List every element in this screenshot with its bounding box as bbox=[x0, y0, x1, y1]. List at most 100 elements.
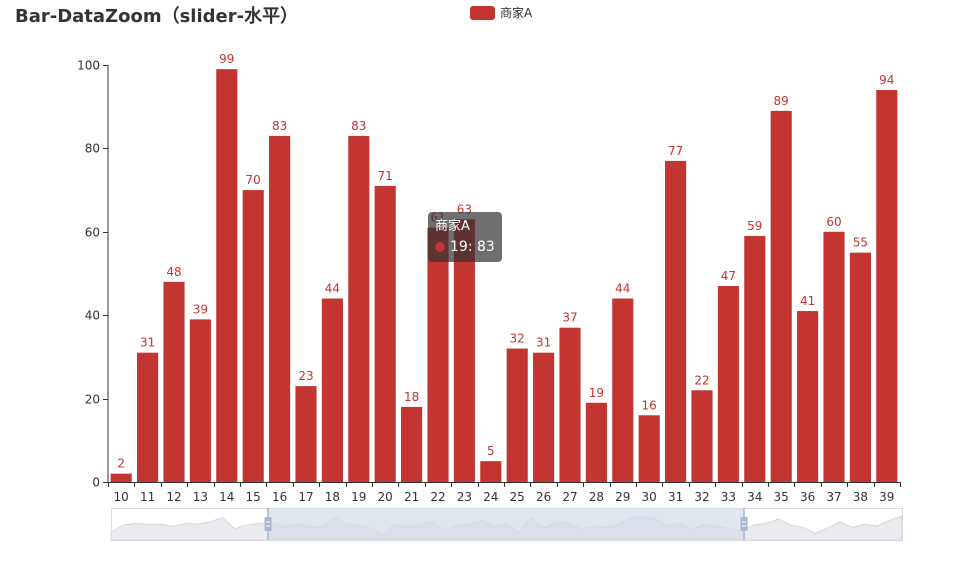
x-axis-tick-label: 21 bbox=[404, 490, 419, 504]
tooltip: 商家A 19: 83 bbox=[428, 212, 502, 262]
bar[interactable] bbox=[242, 190, 264, 482]
bar-value-label: 77 bbox=[668, 144, 683, 158]
bar[interactable] bbox=[849, 252, 871, 482]
bar-value-label: 19 bbox=[589, 386, 604, 400]
bar-value-label: 2 bbox=[117, 457, 125, 471]
bar[interactable] bbox=[110, 473, 132, 482]
bar[interactable] bbox=[612, 298, 634, 482]
y-axis-tick-label: 80 bbox=[85, 142, 100, 156]
bar[interactable] bbox=[137, 352, 159, 482]
bar[interactable] bbox=[163, 281, 185, 482]
x-axis-tick-label: 15 bbox=[246, 490, 261, 504]
bar[interactable] bbox=[823, 231, 845, 482]
bar-value-label: 39 bbox=[193, 302, 208, 316]
x-axis-tick-label: 33 bbox=[721, 490, 736, 504]
y-axis-tick-label: 40 bbox=[85, 309, 100, 323]
x-axis-tick-label: 11 bbox=[140, 490, 155, 504]
bar[interactable] bbox=[506, 348, 528, 482]
y-axis-tick-label: 20 bbox=[85, 393, 100, 407]
tooltip-value: 19: 83 bbox=[450, 239, 495, 255]
bar[interactable] bbox=[876, 90, 898, 483]
x-axis-tick-label: 19 bbox=[351, 490, 366, 504]
bar[interactable] bbox=[321, 298, 343, 482]
x-axis-tick-label: 37 bbox=[826, 490, 841, 504]
x-axis-tick-label: 34 bbox=[747, 490, 762, 504]
x-axis-tick-label: 38 bbox=[853, 490, 868, 504]
bar[interactable] bbox=[691, 390, 713, 482]
bar[interactable] bbox=[453, 219, 475, 483]
datazoom-selected-range[interactable] bbox=[268, 508, 744, 540]
bar-value-label: 23 bbox=[298, 369, 313, 383]
bar[interactable] bbox=[374, 185, 396, 482]
x-axis-tick-label: 28 bbox=[589, 490, 604, 504]
y-axis-tick-label: 60 bbox=[85, 226, 100, 240]
bar-value-label: 5 bbox=[487, 444, 495, 458]
bar[interactable] bbox=[348, 135, 370, 482]
x-axis-tick-label: 29 bbox=[615, 490, 630, 504]
bar-value-label: 60 bbox=[826, 215, 841, 229]
bar-value-label: 55 bbox=[853, 236, 868, 250]
x-axis-tick-label: 35 bbox=[774, 490, 789, 504]
bar-value-label: 44 bbox=[325, 282, 340, 296]
x-axis-tick-label: 27 bbox=[562, 490, 577, 504]
bar-value-label: 37 bbox=[562, 311, 577, 325]
bar[interactable] bbox=[427, 227, 449, 482]
x-axis-tick-label: 12 bbox=[166, 490, 181, 504]
bar[interactable] bbox=[533, 352, 555, 482]
bar[interactable] bbox=[480, 461, 502, 482]
y-axis-tick-label: 100 bbox=[77, 59, 100, 73]
x-axis-tick-label: 36 bbox=[800, 490, 815, 504]
bar-value-label: 94 bbox=[879, 73, 894, 87]
x-axis-tick-label: 16 bbox=[272, 490, 287, 504]
legend-item-series-a[interactable]: 商家A bbox=[470, 4, 532, 21]
bar[interactable] bbox=[717, 286, 739, 482]
bar-value-label: 31 bbox=[140, 336, 155, 350]
bar[interactable] bbox=[665, 160, 687, 482]
chart-title: Bar-DataZoom（slider-水平） bbox=[15, 6, 299, 27]
datazoom-right-handle[interactable] bbox=[740, 517, 748, 531]
bar-value-label: 59 bbox=[747, 219, 762, 233]
bar[interactable] bbox=[189, 319, 211, 482]
series-marker-icon bbox=[435, 242, 445, 252]
x-axis-tick-label: 13 bbox=[193, 490, 208, 504]
bar-value-label: 41 bbox=[800, 294, 815, 308]
datazoom-left-handle[interactable] bbox=[264, 517, 272, 531]
bar[interactable] bbox=[797, 311, 819, 482]
bar-value-label: 22 bbox=[694, 373, 709, 387]
bar[interactable] bbox=[770, 110, 792, 483]
bar[interactable] bbox=[216, 69, 238, 483]
x-axis-tick-label: 20 bbox=[378, 490, 393, 504]
bar[interactable] bbox=[585, 402, 607, 482]
x-axis-tick-label: 18 bbox=[325, 490, 340, 504]
bar-value-label: 32 bbox=[510, 332, 525, 346]
bar-value-label: 71 bbox=[378, 169, 393, 183]
x-axis-tick-label: 39 bbox=[879, 490, 894, 504]
bar-value-label: 83 bbox=[272, 119, 287, 133]
bar-value-label: 89 bbox=[774, 94, 789, 108]
bar-value-label: 18 bbox=[404, 390, 419, 404]
bar[interactable] bbox=[638, 415, 660, 482]
bar[interactable] bbox=[744, 235, 766, 482]
bar-value-label: 16 bbox=[642, 398, 657, 412]
bar[interactable] bbox=[559, 327, 581, 482]
x-axis-tick-label: 24 bbox=[483, 490, 498, 504]
bar[interactable] bbox=[269, 135, 291, 482]
x-axis-tick-label: 31 bbox=[668, 490, 683, 504]
x-axis-tick-label: 26 bbox=[536, 490, 551, 504]
x-axis-tick-label: 32 bbox=[694, 490, 709, 504]
y-axis-tick-label: 0 bbox=[92, 476, 100, 490]
bar-value-label: 44 bbox=[615, 282, 630, 296]
bar-value-label: 83 bbox=[351, 119, 366, 133]
bar-value-label: 70 bbox=[246, 173, 261, 187]
x-axis-tick-label: 17 bbox=[298, 490, 313, 504]
legend-label: 商家A bbox=[500, 6, 533, 20]
bar[interactable] bbox=[295, 386, 317, 482]
tooltip-series-name: 商家A bbox=[435, 219, 470, 234]
bar-value-label: 47 bbox=[721, 269, 736, 283]
x-axis-tick-label: 23 bbox=[457, 490, 472, 504]
x-axis-tick-label: 22 bbox=[430, 490, 445, 504]
bar-value-label: 99 bbox=[219, 52, 234, 66]
x-axis-tick-label: 25 bbox=[510, 490, 525, 504]
bar[interactable] bbox=[401, 406, 423, 482]
